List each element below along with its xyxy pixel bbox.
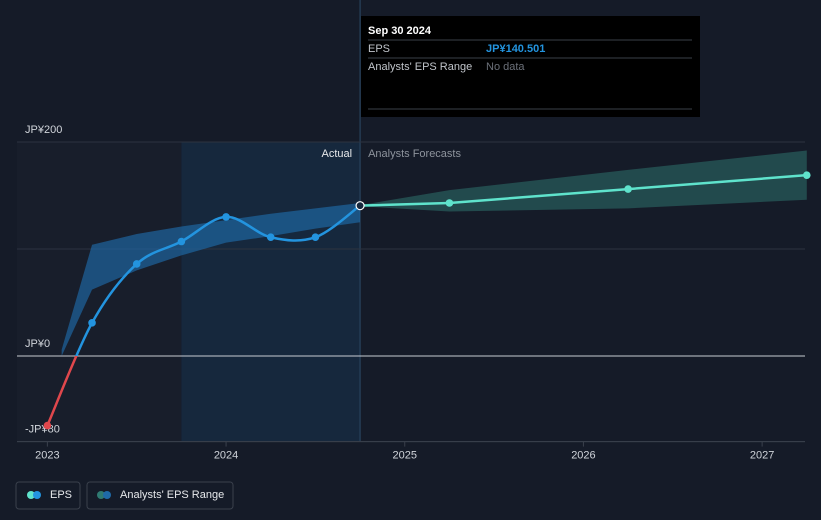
tooltip-value: JP¥140.501: [486, 43, 545, 55]
eps-point: [355, 201, 365, 211]
legend-label[interactable]: EPS: [50, 489, 72, 501]
forecast-label: Analysts Forecasts: [368, 148, 461, 160]
forecast-line: [360, 173, 807, 207]
eps-point: [222, 213, 230, 221]
x-tick-label: 2025: [393, 450, 417, 462]
actual-region: [181, 142, 361, 442]
x-tick-label: 2026: [571, 450, 595, 462]
tooltip-value: No data: [486, 61, 525, 73]
y-tick-label: JP¥200: [25, 124, 62, 136]
range-band: [61, 202, 361, 356]
forecast-point: [624, 185, 632, 193]
eps-point: [88, 319, 96, 327]
eps-point: [266, 233, 275, 242]
tooltip: [361, 16, 700, 117]
tooltip-label: Analysts' EPS Range: [368, 61, 472, 73]
legend-icon: [27, 491, 35, 499]
actual-label: Actual: [321, 148, 352, 160]
legend-label[interactable]: Analysts' EPS Range: [120, 489, 224, 501]
eps-point: [311, 233, 320, 242]
legend-icon: [97, 491, 105, 499]
eps-point: [132, 260, 141, 268]
legend-item[interactable]: [86, 481, 234, 510]
forecast-point: [802, 171, 811, 179]
range-band: [360, 150, 807, 212]
legend-item[interactable]: [15, 481, 81, 510]
past-region: [17, 142, 182, 442]
tooltip-label: EPS: [368, 43, 390, 55]
forecast-point: [445, 199, 454, 207]
eps-point: [43, 421, 52, 430]
x-tick-label: 2027: [750, 450, 774, 462]
x-tick-label: 2024: [214, 450, 238, 462]
eps-point: [177, 237, 186, 246]
tooltip-title: Sep 30 2024: [368, 25, 432, 37]
legend-icon: [33, 491, 41, 499]
y-tick-label: JP¥0: [25, 338, 50, 350]
legend-icon: [103, 491, 111, 499]
y-tick-label: -JP¥80: [25, 424, 60, 436]
x-tick-label: 2023: [35, 450, 59, 462]
